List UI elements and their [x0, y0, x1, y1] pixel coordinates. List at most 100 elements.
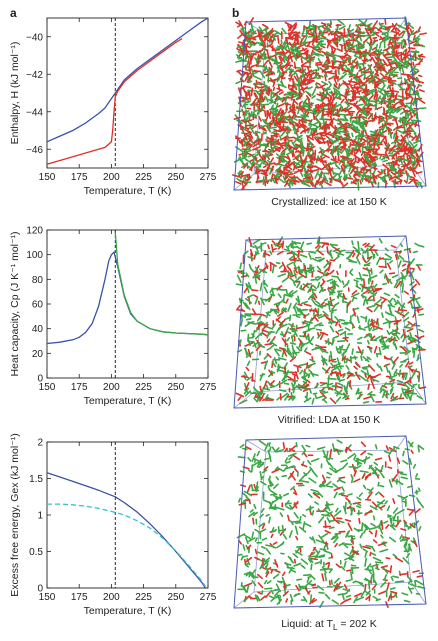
- bond: [413, 147, 421, 154]
- bond: [403, 537, 409, 547]
- bond: [327, 374, 330, 385]
- bond: [369, 43, 373, 50]
- bond: [333, 388, 341, 394]
- bond: [359, 24, 365, 27]
- bond: [265, 311, 270, 319]
- bond: [246, 544, 252, 550]
- bond: [284, 171, 289, 176]
- bond: [355, 119, 365, 125]
- bond: [295, 442, 298, 448]
- bond: [264, 442, 269, 451]
- bond: [260, 545, 266, 549]
- bond: [275, 382, 280, 387]
- bond: [359, 283, 366, 287]
- bond: [365, 544, 374, 548]
- plot-frame: [46, 17, 209, 169]
- bond: [241, 498, 247, 505]
- bond: [309, 71, 315, 78]
- bond: [247, 281, 252, 289]
- bond: [289, 342, 297, 345]
- bond: [391, 473, 398, 482]
- bond: [329, 20, 333, 26]
- bond: [372, 166, 378, 170]
- bond: [311, 397, 315, 405]
- bond: [359, 51, 362, 58]
- bond: [402, 158, 411, 163]
- bond: [389, 378, 396, 383]
- bond: [314, 501, 319, 505]
- bond: [406, 552, 411, 559]
- bond: [343, 385, 347, 393]
- bond: [246, 131, 252, 135]
- bond: [373, 325, 383, 330]
- bond: [245, 139, 251, 147]
- bond: [371, 584, 377, 591]
- x-tick-label: 150: [39, 592, 56, 603]
- bond: [264, 110, 267, 118]
- y-tick-label: 120: [26, 226, 43, 237]
- bond: [299, 479, 310, 483]
- bond: [407, 522, 414, 530]
- bond: [374, 133, 380, 142]
- caption-liquid-sub: L: [332, 623, 338, 633]
- bond: [323, 399, 328, 404]
- bond: [328, 76, 333, 80]
- bond: [369, 181, 376, 184]
- bond: [240, 119, 246, 124]
- bond: [306, 242, 312, 245]
- bond: [235, 283, 244, 287]
- bond: [388, 454, 392, 462]
- bond: [373, 335, 381, 341]
- bond: [333, 510, 342, 517]
- x-tick-label: 225: [135, 592, 152, 603]
- bond: [263, 380, 268, 389]
- bond: [281, 299, 286, 304]
- bond: [273, 32, 278, 36]
- bond: [352, 64, 358, 69]
- bond: [340, 107, 347, 112]
- bond: [274, 30, 282, 36]
- bond: [266, 352, 272, 359]
- bond: [305, 506, 314, 511]
- bond: [354, 140, 362, 147]
- bond: [351, 290, 358, 296]
- bond: [251, 333, 255, 338]
- bond: [372, 515, 376, 521]
- bond: [299, 41, 309, 45]
- bond: [342, 505, 347, 515]
- bond: [359, 543, 363, 549]
- bond: [257, 551, 265, 556]
- bond: [349, 49, 356, 54]
- caption-liquid: Liquid: at TL = 202 K: [229, 618, 429, 632]
- bond: [388, 536, 397, 543]
- bond: [298, 78, 307, 86]
- bond: [355, 168, 361, 177]
- bond: [372, 471, 380, 477]
- bond: [307, 54, 311, 61]
- bond: [290, 250, 298, 257]
- bond: [383, 53, 391, 57]
- bond: [303, 303, 312, 307]
- bond: [311, 583, 317, 587]
- bond: [328, 519, 335, 523]
- bond: [275, 303, 280, 312]
- bond: [291, 344, 295, 352]
- bond: [324, 70, 330, 74]
- bond: [317, 27, 325, 35]
- bond: [254, 528, 259, 533]
- x-tick-label: 200: [103, 382, 120, 393]
- bond: [339, 479, 346, 484]
- bond: [389, 386, 394, 392]
- bond: [305, 119, 313, 122]
- bond: [375, 318, 379, 325]
- bond: [309, 295, 315, 298]
- bond: [388, 272, 396, 275]
- bond: [325, 272, 330, 277]
- bond: [284, 21, 293, 27]
- bond: [303, 472, 308, 476]
- bond: [307, 362, 316, 367]
- bond: [327, 321, 337, 324]
- bond: [369, 551, 372, 557]
- y-tick-label: 0.5: [29, 547, 43, 558]
- bond: [287, 24, 291, 29]
